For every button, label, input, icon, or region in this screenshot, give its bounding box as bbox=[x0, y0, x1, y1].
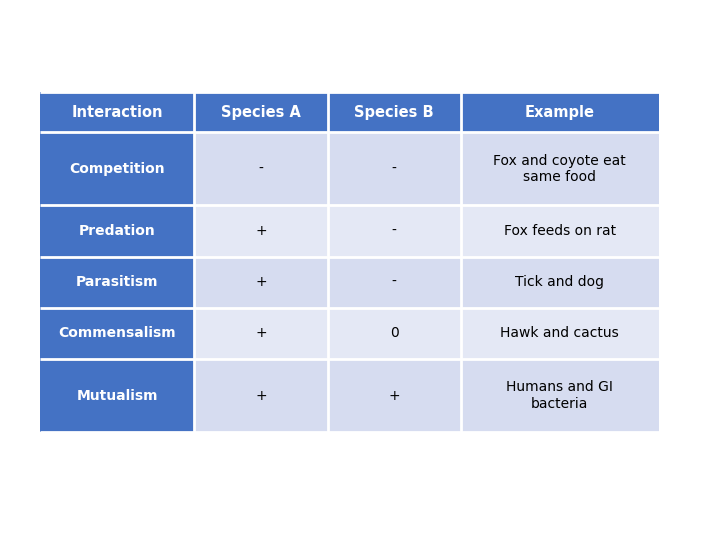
Bar bbox=[461, 132, 659, 205]
Bar bbox=[194, 205, 328, 256]
Bar bbox=[40, 308, 194, 359]
Bar bbox=[328, 359, 461, 432]
Text: +: + bbox=[255, 389, 267, 402]
Bar bbox=[461, 359, 659, 432]
Bar bbox=[194, 256, 328, 308]
Text: Fox feeds on rat: Fox feeds on rat bbox=[504, 224, 616, 238]
Bar bbox=[194, 132, 328, 205]
Bar bbox=[328, 308, 461, 359]
Text: -: - bbox=[392, 275, 397, 289]
Bar bbox=[328, 92, 461, 132]
Text: Predation: Predation bbox=[78, 224, 156, 238]
Bar bbox=[194, 92, 328, 132]
Bar bbox=[40, 256, 194, 308]
Text: Competition: Competition bbox=[69, 162, 165, 176]
Bar bbox=[194, 359, 328, 432]
Bar bbox=[461, 308, 659, 359]
Bar bbox=[461, 92, 659, 132]
Text: Parasitism: Parasitism bbox=[76, 275, 158, 289]
Bar bbox=[40, 92, 194, 132]
Text: -: - bbox=[392, 224, 397, 238]
Text: Species B: Species B bbox=[354, 105, 434, 119]
Text: +: + bbox=[255, 224, 267, 238]
Text: Interaction: Interaction bbox=[71, 105, 163, 119]
Text: Example: Example bbox=[525, 105, 595, 119]
Text: Species A: Species A bbox=[221, 105, 301, 119]
Text: +: + bbox=[388, 389, 400, 402]
Text: Fox and coyote eat
same food: Fox and coyote eat same food bbox=[493, 154, 626, 184]
Text: Mutualism: Mutualism bbox=[76, 389, 158, 402]
Bar bbox=[328, 256, 461, 308]
Bar bbox=[461, 205, 659, 256]
Bar bbox=[40, 132, 194, 205]
Bar bbox=[328, 132, 461, 205]
Text: +: + bbox=[255, 327, 267, 340]
Text: 0: 0 bbox=[390, 327, 399, 340]
Text: Commensalism: Commensalism bbox=[58, 327, 176, 340]
Text: Tick and dog: Tick and dog bbox=[516, 275, 604, 289]
Bar bbox=[461, 256, 659, 308]
Bar bbox=[40, 359, 194, 432]
Text: Hawk and cactus: Hawk and cactus bbox=[500, 327, 619, 340]
Bar bbox=[194, 308, 328, 359]
Text: Humans and GI
bacteria: Humans and GI bacteria bbox=[506, 381, 613, 410]
Bar bbox=[40, 205, 194, 256]
Bar bbox=[328, 205, 461, 256]
Text: +: + bbox=[255, 275, 267, 289]
Text: -: - bbox=[258, 162, 264, 176]
Text: -: - bbox=[392, 162, 397, 176]
